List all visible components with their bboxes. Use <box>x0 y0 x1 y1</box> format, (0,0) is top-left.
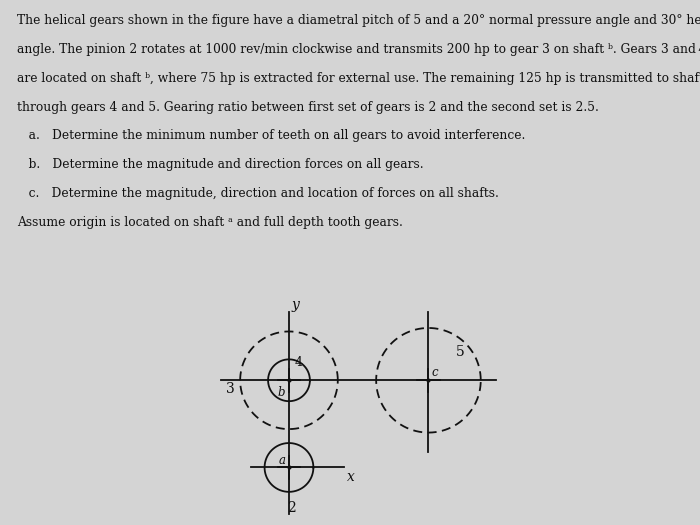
Text: The helical gears shown in the figure have a diametral pitch of 5 and a 20° norm: The helical gears shown in the figure ha… <box>18 14 700 27</box>
Text: c. Determine the magnitude, direction and location of forces on all shafts.: c. Determine the magnitude, direction an… <box>18 187 499 200</box>
Text: c: c <box>432 366 439 380</box>
Text: angle. The pinion 2 rotates at 1000 rev/min clockwise and transmits 200 hp to ge: angle. The pinion 2 rotates at 1000 rev/… <box>18 43 700 56</box>
Text: a. Determine the minimum number of teeth on all gears to avoid interference.: a. Determine the minimum number of teeth… <box>18 130 526 142</box>
Text: 3: 3 <box>226 382 235 396</box>
Text: b. Determine the magnitude and direction forces on all gears.: b. Determine the magnitude and direction… <box>18 159 424 171</box>
Text: y: y <box>292 298 300 312</box>
Text: through gears 4 and 5. Gearing ratio between first set of gears is 2 and the sec: through gears 4 and 5. Gearing ratio bet… <box>18 101 599 113</box>
Text: 4: 4 <box>295 356 303 369</box>
Text: x: x <box>346 470 354 484</box>
Text: Assume origin is located on shaft ᵃ and full depth tooth gears.: Assume origin is located on shaft ᵃ and … <box>18 216 403 229</box>
Text: b: b <box>277 386 285 400</box>
Text: are located on shaft ᵇ, where 75 hp is extracted for external use. The remaining: are located on shaft ᵇ, where 75 hp is e… <box>18 72 700 85</box>
Text: 2: 2 <box>287 500 296 514</box>
Text: 5: 5 <box>456 344 464 359</box>
Text: a: a <box>279 454 286 467</box>
